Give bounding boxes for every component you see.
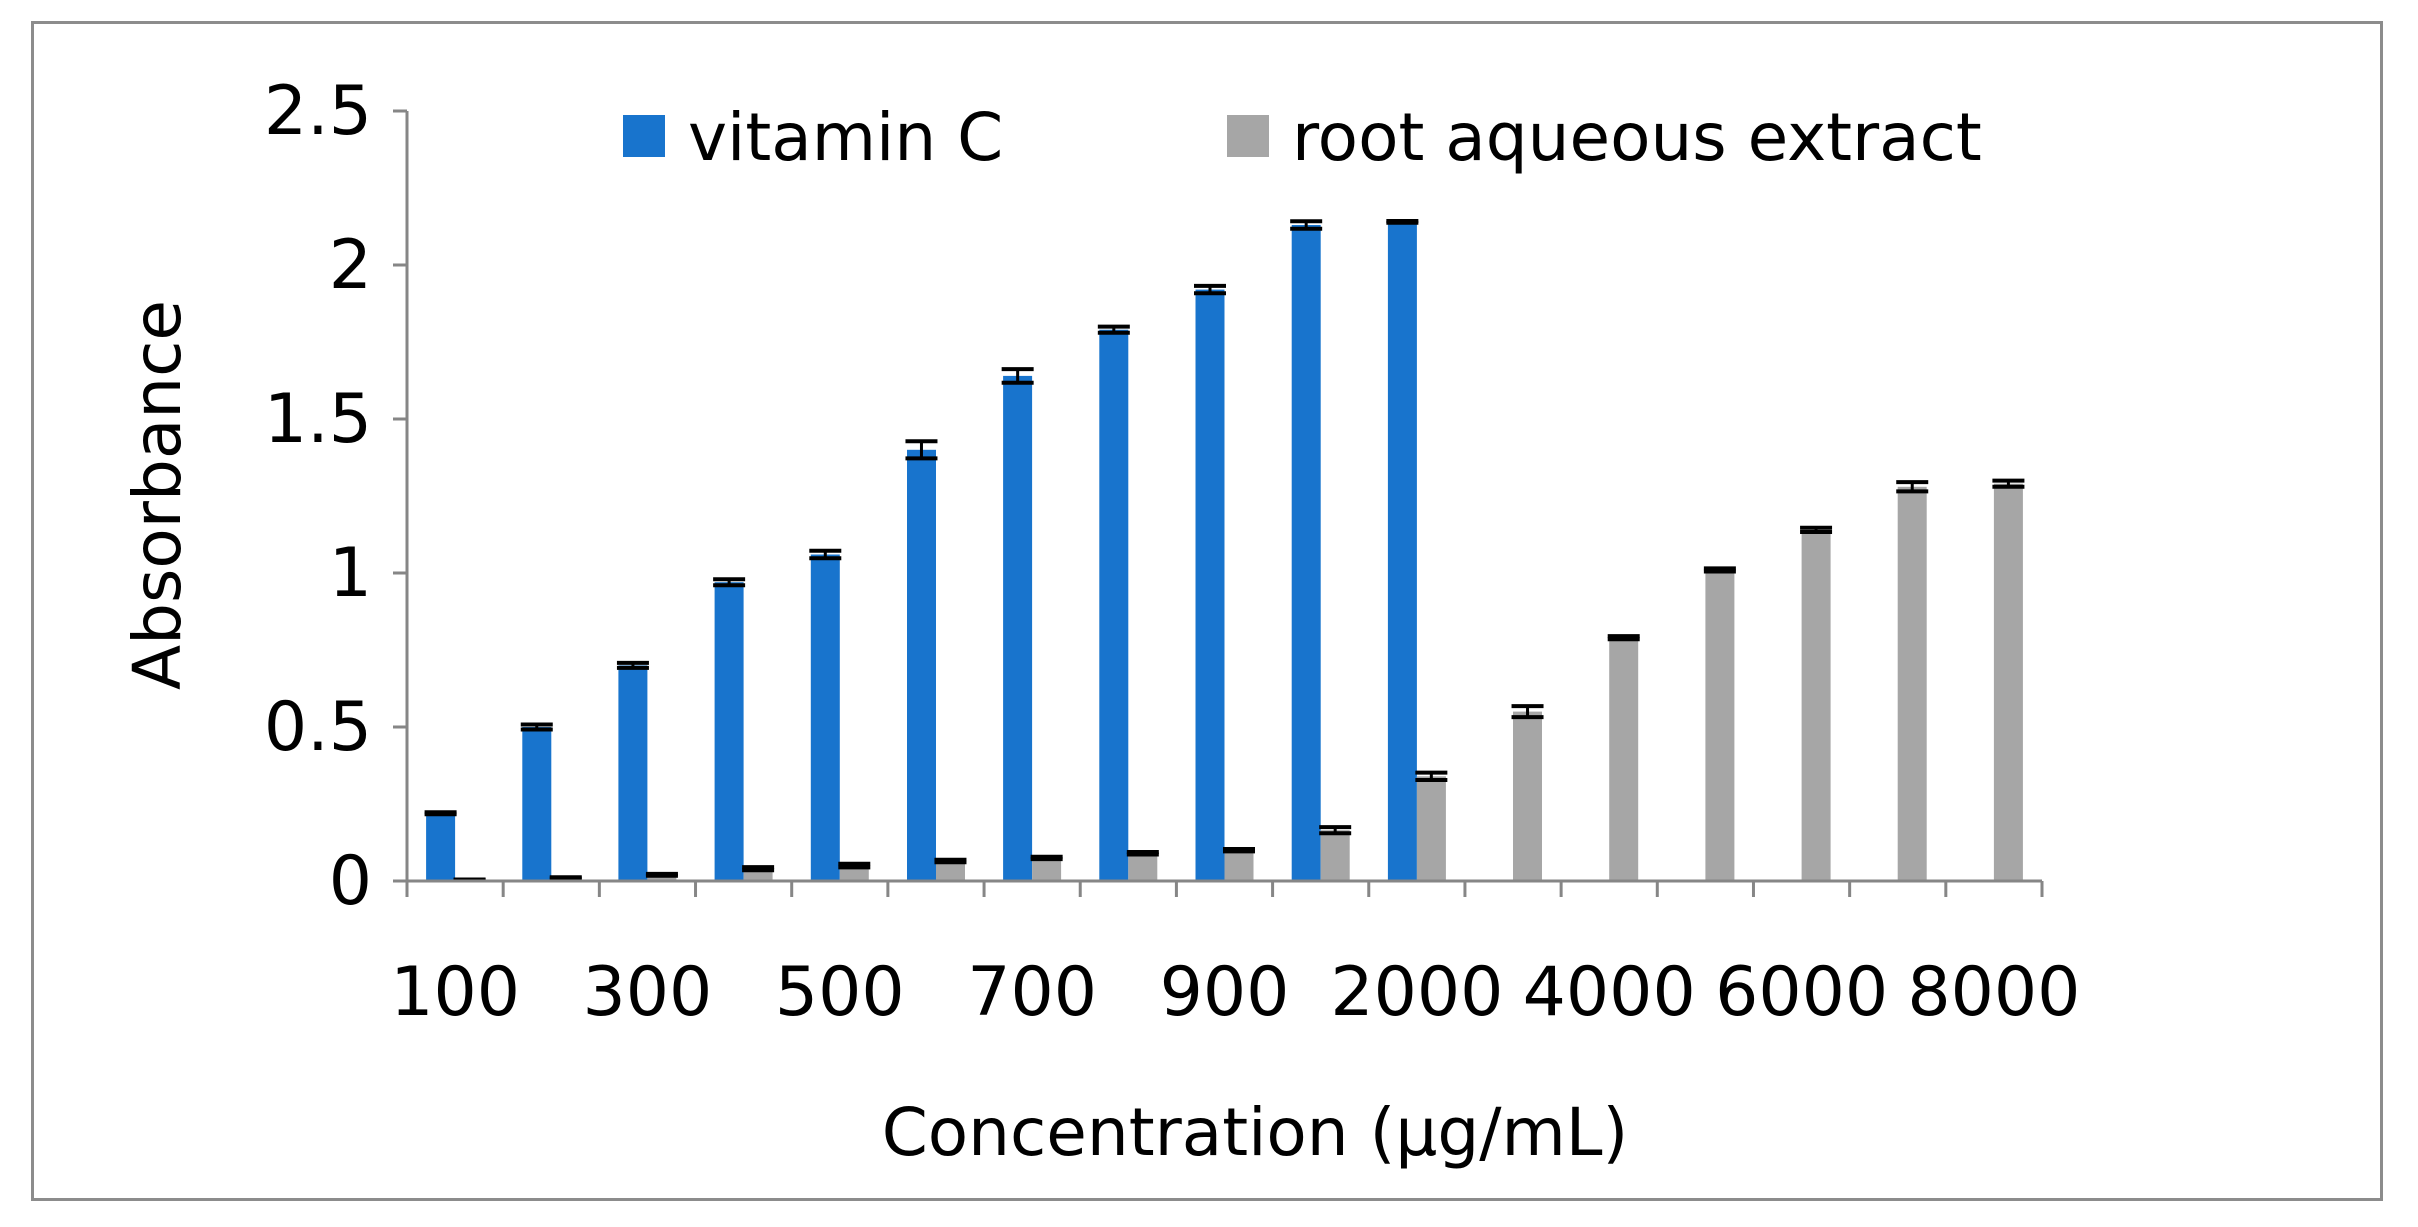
errorbar-vitamin-c-2000 [1386, 219, 1419, 225]
errorbar-root-extract-5000 [1703, 566, 1736, 574]
bar-vitamin-c-700 [1003, 375, 1033, 881]
bar-root-extract-300 [647, 874, 677, 881]
y-tick-label: 1 [329, 534, 372, 613]
legend: vitamin C root aqueous extract [623, 99, 1982, 176]
errorbar-vitamin-c-900 [1194, 283, 1226, 296]
errorbar-vitamin-c-800 [1097, 324, 1130, 335]
bar-root-extract-7000 [1897, 486, 1927, 881]
bar-vitamin-c-500 [810, 554, 840, 881]
y-tick-label: 1.5 [264, 380, 372, 459]
errorbar-root-extract-2000 [1415, 770, 1448, 782]
errorbar-vitamin-c-1000 [1290, 219, 1323, 231]
bar-vitamin-c-2000 [1387, 221, 1417, 881]
errorbar-root-extract-6000 [1800, 525, 1833, 534]
x-tick-label: 900 [1160, 953, 1290, 1032]
errorbar-vitamin-c-600 [905, 439, 938, 461]
y-axis-title: Absorbance [119, 300, 196, 690]
errorbar-vitamin-c-100 [424, 810, 457, 817]
legend-label-vitamin-c: vitamin C [688, 99, 1003, 176]
errorbar-root-extract-200 [549, 875, 582, 881]
bar-vitamin-c-200 [522, 727, 552, 881]
bar-root-extract-800 [1128, 853, 1158, 881]
errorbar-vitamin-c-300 [616, 660, 649, 670]
errorbar-root-extract-700 [1030, 854, 1063, 862]
errorbar-root-extract-4000 [1607, 634, 1640, 642]
bar-root-extract-6000 [1801, 529, 1831, 881]
y-tick-label: 0 [329, 842, 372, 921]
bar-root-extract-8000 [1993, 483, 2023, 881]
x-tick-label: 500 [775, 953, 905, 1032]
x-tick-label: 100 [390, 953, 520, 1032]
axes [393, 109, 2044, 897]
errorbar-root-extract-900 [1223, 847, 1255, 854]
x-tick-label: 300 [583, 953, 713, 1032]
errorbar-root-extract-1000 [1319, 825, 1352, 836]
errorbar-vitamin-c-700 [1001, 367, 1034, 385]
y-tick-labels: 0 0.5 1 1.5 2 2.5 [264, 72, 372, 921]
bar-root-extract-3000 [1513, 711, 1542, 881]
bar-vitamin-c-300 [618, 665, 648, 881]
errorbar-vitamin-c-400 [713, 577, 746, 588]
errorbar-root-extract-600 [934, 857, 967, 865]
bar-root-extract-5000 [1705, 569, 1735, 881]
x-axis-title: Concentration (μg/mL) [882, 1094, 1629, 1171]
bar-root-extract-500 [839, 865, 869, 881]
errorbar-root-extract-800 [1126, 850, 1159, 857]
bar-vitamin-c-800 [1099, 329, 1129, 881]
errorbar-root-extract-3000 [1511, 704, 1544, 720]
bar-root-extract-600 [936, 861, 965, 881]
legend-label-root-extract: root aqueous extract [1292, 99, 1982, 176]
bar-vitamin-c-400 [714, 582, 744, 881]
bar-root-extract-700 [1032, 857, 1062, 881]
errorbar-root-extract-500 [838, 861, 871, 870]
y-tick-label: 2.5 [264, 72, 372, 151]
errorbar-vitamin-c-500 [809, 548, 842, 561]
y-tick-label: 0.5 [264, 688, 372, 767]
x-tick-label: 6000 [1715, 953, 1888, 1032]
y-tick-label: 2 [329, 226, 372, 305]
errorbar-root-extract-300 [645, 871, 678, 878]
errorbar-root-extract-7000 [1896, 480, 1929, 494]
bar-vitamin-c-600 [907, 449, 936, 881]
bars [426, 221, 2023, 882]
x-tick-label: 8000 [1907, 953, 2080, 1032]
bar-root-extract-2000 [1416, 776, 1446, 881]
bar-vitamin-c-1000 [1291, 225, 1321, 881]
x-tick-label: 2000 [1330, 953, 1503, 1032]
bar-vitamin-c-900 [1195, 289, 1225, 882]
bar-root-extract-1000 [1320, 830, 1350, 881]
x-tick-labels: 100 300 500 700 900 2000 4000 6000 8000 [390, 953, 2080, 1032]
errorbar-root-extract-8000 [1992, 478, 2025, 489]
legend-swatch-vitamin-c [623, 115, 665, 157]
errorbar-vitamin-c-200 [520, 722, 553, 732]
x-tick-label: 700 [967, 953, 1097, 1032]
x-tick-label: 4000 [1523, 953, 1696, 1032]
errorbar-root-extract-400 [742, 865, 775, 873]
legend-swatch-root-extract [1227, 115, 1269, 157]
bar-root-extract-900 [1224, 850, 1254, 881]
bar-root-extract-4000 [1609, 637, 1639, 881]
bar-vitamin-c-100 [426, 813, 456, 881]
